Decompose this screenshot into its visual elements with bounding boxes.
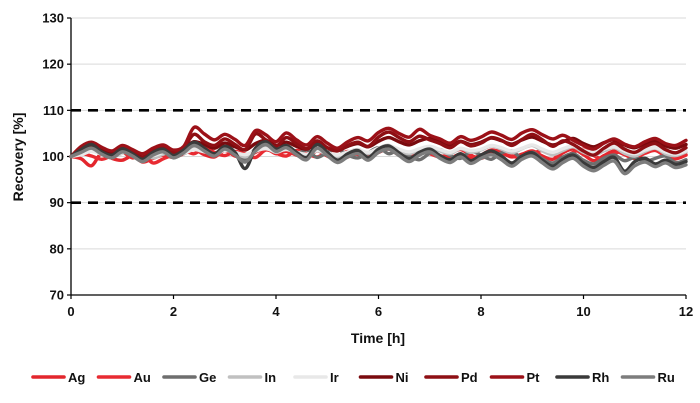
legend-label-ni: Ni [396, 370, 409, 385]
x-tick-label-2: 2 [170, 304, 177, 319]
x-tick-label-8: 8 [477, 304, 484, 319]
legend-item-au: Au [96, 370, 151, 385]
legend-item-pd: Pd [424, 370, 478, 385]
legend-label-pt: Pt [527, 370, 541, 385]
legend-label-pd: Pd [461, 370, 478, 385]
legend-item-pt: Pt [489, 370, 541, 385]
y-axis-title: Recovery [%] [10, 113, 26, 202]
y-tick-label-100: 100 [42, 149, 64, 164]
legend-item-ag: Ag [31, 370, 85, 385]
legend-item-ge: Ge [162, 370, 216, 385]
x-tick-label-12: 12 [679, 304, 693, 319]
legend-label-ge: Ge [199, 370, 216, 385]
legend-label-au: Au [134, 370, 151, 385]
series-line-ru [69, 142, 688, 176]
y-tick-label-120: 120 [42, 57, 64, 72]
legend-item-rh: Rh [555, 370, 609, 385]
axes [67, 17, 687, 299]
tick-labels: 70 80 90 100 110 120 130 0 2 4 6 8 10 12 [42, 11, 693, 320]
legend-label-ag: Ag [68, 370, 85, 385]
legend-label-in: In [265, 370, 277, 385]
y-tick-label-70: 70 [50, 288, 64, 303]
legend-item-ni: Ni [358, 370, 409, 385]
y-tick-label-90: 90 [50, 195, 64, 210]
x-tick-label-10: 10 [576, 304, 590, 319]
reference-lines [71, 109, 686, 204]
x-tick-label-6: 6 [375, 304, 382, 319]
legend-label-ir: Ir [330, 370, 339, 385]
legend-item-in: In [227, 370, 277, 385]
y-tick-label-110: 110 [43, 103, 64, 118]
legend-label-ru: Ru [658, 370, 675, 385]
x-tick-label-4: 4 [272, 304, 280, 319]
legend-item-ir: Ir [293, 370, 339, 385]
legend-item-ru: Ru [620, 370, 675, 385]
series-line-rh [69, 140, 688, 173]
y-tick-label-80: 80 [50, 241, 64, 256]
y-tick-label-130: 130 [42, 11, 64, 26]
x-tick-label-0: 0 [67, 304, 74, 319]
series-line-pd [69, 130, 688, 160]
legend: Ag Au Ge In Ir Ni Pd Pt Rh Ru [31, 370, 675, 385]
series-lines [69, 125, 688, 176]
series-line-pt [69, 125, 688, 159]
legend-label-rh: Rh [592, 370, 609, 385]
x-axis-title: Time [h] [351, 330, 405, 346]
